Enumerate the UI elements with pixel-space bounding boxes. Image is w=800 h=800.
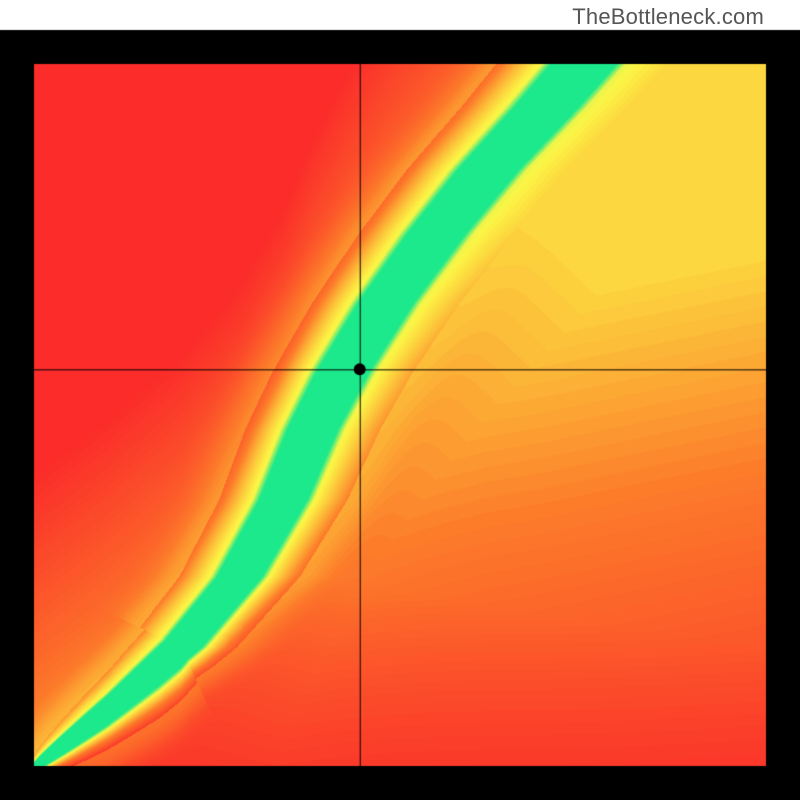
watermark-text: TheBottleneck.com	[572, 4, 764, 30]
bottleneck-heatmap	[0, 0, 800, 800]
